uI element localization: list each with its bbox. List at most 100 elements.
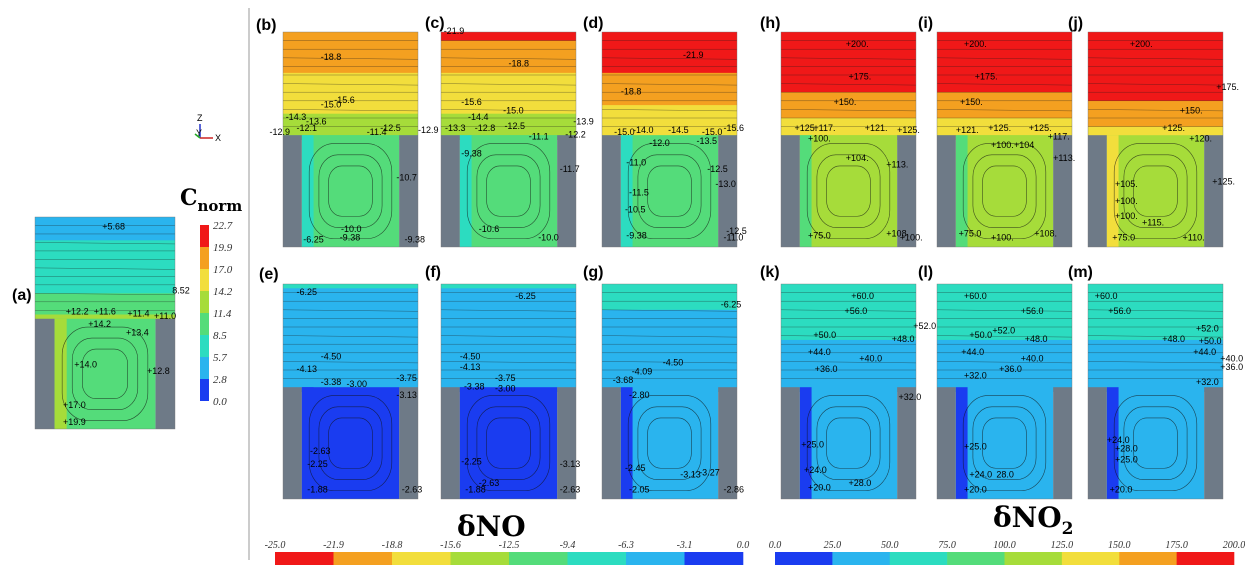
contour-value-label: -18.8 (321, 52, 342, 62)
contour-value-label: -15.6 (724, 123, 745, 133)
concentration-band (602, 284, 737, 311)
contour-line (780, 83, 917, 86)
contour-value-label: +105. (1115, 179, 1138, 189)
contour-value-label: +56.0 (1108, 306, 1131, 316)
contour-line (1087, 309, 1224, 312)
contour-line (282, 335, 419, 338)
panel-frame (601, 283, 738, 500)
contour-value-label: -3.00 (495, 384, 516, 394)
vortex-contour (1133, 165, 1178, 217)
y-axis-label: Y (196, 128, 202, 138)
panel-label: (k) (760, 264, 780, 281)
panel-frame (282, 31, 419, 248)
vortex-contour (972, 406, 1037, 480)
vortex-contour (328, 417, 373, 469)
contour-value-label: +24.0 (1107, 435, 1130, 445)
contour-value-label: -21.9 (683, 50, 704, 60)
colorbar-tick: 100.0 (993, 540, 1016, 551)
concentration-band (781, 92, 916, 119)
contour-value-label: +110. (1183, 233, 1205, 243)
contour-value-label: -15.0 (321, 99, 342, 109)
vortex-contour (962, 395, 1047, 491)
contour-line (780, 57, 917, 60)
contour-value-label: +175. (975, 71, 998, 81)
contour-value-label: +32.0 (898, 392, 921, 402)
contour-line (936, 109, 1073, 112)
panel-g: (g) -6.25 -4.50 -4.09-3.68 -2.80 -2.45 -3.13-3… (583, 264, 744, 500)
panel-l: (l)+60.0+56.0+52.0+50.0 +48.0+44.0+40.0+3… (918, 264, 1073, 500)
legend-swatch (200, 225, 209, 247)
panel-frame (936, 31, 1073, 248)
concentration-band (781, 32, 916, 93)
street-canyon (955, 135, 1054, 247)
colorbar-no: -25.0 -21.9 -18.8 -15.6 -12.5 -9.4 -6.3 -3.1 0.0 (265, 540, 749, 565)
panel-frame (1087, 31, 1224, 248)
contour-value-label: +200. (964, 39, 987, 49)
building-left (1088, 135, 1107, 247)
contour-value-label: -12.5 (707, 164, 728, 174)
contour-line (440, 309, 577, 312)
panel-frame (282, 283, 419, 500)
contour-value-label: +125. (1162, 123, 1185, 133)
contour-value-label: +32.0 (1196, 377, 1219, 387)
vortex-contour (982, 417, 1027, 469)
contour-value-label: -13.3 (445, 123, 466, 133)
contour-value-label: -11.5 (629, 187, 649, 197)
concentration-band (781, 284, 916, 341)
contour-value-label: -12.0 (649, 138, 670, 148)
contour-value-label: +200. (846, 39, 869, 49)
colorbar-swatch (275, 552, 334, 565)
colorbar-tick: 175.0 (1165, 540, 1188, 551)
contour-value-label: +100. (991, 140, 1014, 150)
contour-value-label: -3.13 (680, 470, 701, 480)
contour-line (601, 335, 738, 338)
contour-line (601, 361, 738, 364)
concentration-band (283, 288, 418, 392)
contour-value-label: -6.25 (303, 235, 324, 245)
concentration-band (937, 92, 1072, 119)
contour-value-label: -12.5 (504, 121, 525, 131)
panel-label: (g) (583, 264, 603, 281)
canyon-wall-layer (54, 318, 67, 429)
contour-value-label: +14.2 (88, 319, 111, 329)
concentration-band (441, 284, 576, 289)
contour-value-label: +75.0 (808, 230, 831, 240)
street-canyon (1106, 387, 1205, 499)
vortex-contour (1133, 417, 1178, 469)
legend-swatch (200, 335, 209, 357)
contour-value-label: +121. (956, 125, 979, 135)
vortex-contour (647, 165, 692, 217)
colorbar-tick: -9.4 (560, 540, 576, 551)
contour-value-label: -6.25 (515, 291, 536, 301)
panel-frame (440, 31, 577, 248)
panel-label: (b) (256, 17, 276, 34)
contour-line (601, 309, 738, 312)
contour-value-label: -2.63 (479, 478, 500, 488)
contour-value-label: -2.25 (307, 459, 328, 469)
canyon-wall-layer (799, 135, 812, 247)
colorbar-swatch (567, 552, 627, 565)
concentration-band (1088, 339, 1223, 392)
colorbar-swatch (775, 552, 833, 565)
contour-value-label: +100. (808, 134, 831, 144)
building-left (781, 135, 800, 247)
contour-value-label: +104. (846, 153, 869, 163)
contour-value-label: +40.0 (859, 353, 882, 363)
contour-value-label: -15.6 (334, 95, 355, 105)
legend-tick: 22.7 (213, 220, 233, 232)
contour-value-label: -11.1 (529, 132, 549, 142)
vortex-contour (318, 406, 383, 480)
concentration-band (602, 72, 737, 106)
building-right (155, 318, 175, 429)
contour-value-label: -3.13 (396, 390, 417, 400)
panel-e: (e) -6.25 -4.50-4.13-3.38 -3.00 -3.75 -3.13 -2… (259, 266, 422, 500)
contour-value-label: +25.0 (801, 439, 824, 449)
street-canyon (799, 387, 898, 499)
contour-line (936, 83, 1073, 86)
contour-value-label: -10.7 (396, 172, 417, 182)
contour-value-label: -9.38 (405, 235, 426, 245)
contour-value-label: -12.9 (418, 125, 439, 135)
colorbar-tick: 150.0 (1108, 540, 1131, 551)
canyon-wall-layer (620, 387, 633, 499)
canyon-wall-layer (799, 387, 812, 499)
